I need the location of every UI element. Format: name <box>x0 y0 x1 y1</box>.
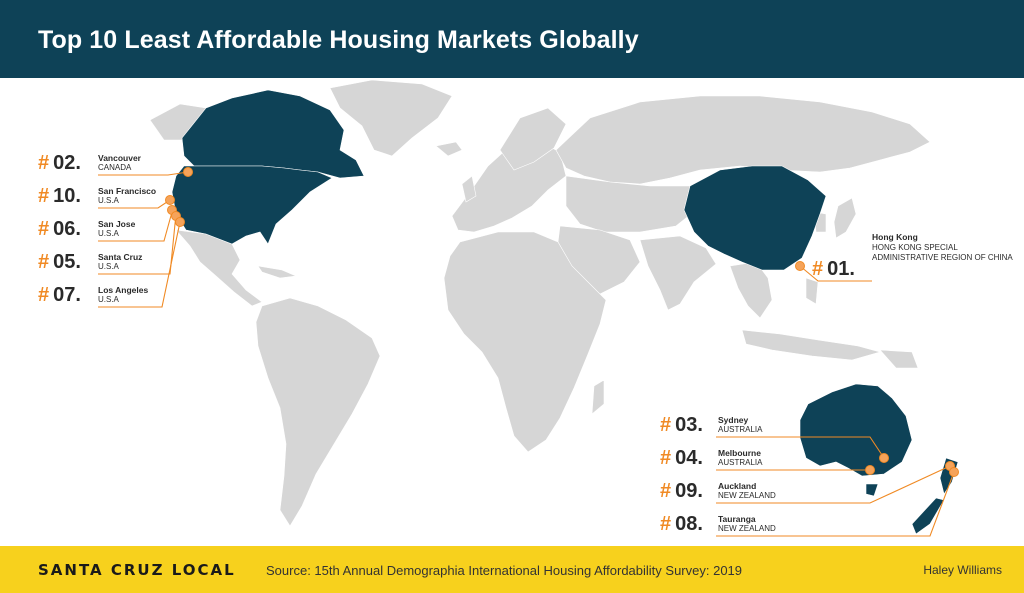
hash-mark: # <box>660 513 672 535</box>
png <box>879 349 919 369</box>
new-zealand-south <box>911 497 945 535</box>
city-name: San Jose <box>98 219 136 229</box>
world-map <box>98 79 959 537</box>
leader-sanjose <box>98 211 173 242</box>
mexico <box>175 229 263 307</box>
scandinavia <box>499 107 567 171</box>
hash-mark: # <box>38 218 50 240</box>
page-title: Top 10 Least Affordable Housing Markets … <box>38 26 639 54</box>
europe <box>451 139 567 233</box>
madagascar <box>591 379 605 415</box>
brand-logo-text: SANTA CRUZ LOCAL <box>38 561 236 579</box>
rank-number: 03. <box>675 414 703 436</box>
hash-mark: # <box>660 414 672 436</box>
city-name: Hong Kong <box>872 232 918 242</box>
rank-number: 08. <box>675 513 703 535</box>
rank-number: 07. <box>53 284 81 306</box>
hash-mark: # <box>38 284 50 306</box>
africa <box>443 231 607 453</box>
greenland <box>329 79 453 157</box>
marker-tauranga <box>949 467 959 477</box>
leader-tauranga <box>716 471 955 537</box>
country-name: NEW ZEALAND <box>718 491 776 500</box>
se-asia <box>729 261 773 319</box>
leader-hongkong <box>799 265 872 282</box>
city-name: Sydney <box>718 415 749 425</box>
caribbean <box>257 265 298 279</box>
country-name: U.S.A <box>98 229 119 238</box>
marker-hongkong <box>795 261 805 271</box>
city-name: Vancouver <box>98 153 141 163</box>
header-banner: Top 10 Least Affordable Housing Markets … <box>0 0 1024 78</box>
rank-number: 02. <box>53 152 81 174</box>
south-america <box>255 297 381 527</box>
city-name: San Francisco <box>98 186 157 196</box>
hash-mark: # <box>38 185 50 207</box>
leader-auckland <box>716 465 951 504</box>
marker-losangeles <box>175 217 185 227</box>
rank-number: 09. <box>675 480 703 502</box>
usa <box>171 165 333 245</box>
rank-number: 06. <box>53 218 81 240</box>
central-asia <box>565 175 697 233</box>
country-name: U.S.A <box>98 196 119 205</box>
marker-sydney <box>879 453 889 463</box>
marker-vancouver <box>183 167 193 177</box>
leader-losangeles <box>98 221 181 308</box>
source-citation: Source: 15th Annual Demographia Internat… <box>266 563 743 578</box>
canada <box>181 89 365 179</box>
rank-number: 10. <box>53 185 81 207</box>
japan <box>833 197 857 239</box>
australia <box>799 383 913 477</box>
country-name: AUSTRALIA <box>718 425 763 434</box>
city-name: Santa Cruz <box>98 252 143 262</box>
hash-mark: # <box>812 258 824 280</box>
india <box>639 235 717 311</box>
rank-number: 04. <box>675 447 703 469</box>
marker-melbourne <box>865 465 875 475</box>
philippines <box>805 277 819 305</box>
country-name: U.S.A <box>98 262 119 271</box>
leader-sydney <box>716 436 885 459</box>
hash-mark: # <box>38 251 50 273</box>
country-name: U.S.A <box>98 295 119 304</box>
china <box>683 165 827 271</box>
city-name: Melbourne <box>718 448 761 458</box>
marker-sanfrancisco <box>165 195 175 205</box>
uk <box>461 175 477 203</box>
city-name: Los Angeles <box>98 285 149 295</box>
hash-mark: # <box>660 480 672 502</box>
russia <box>555 95 931 185</box>
country-name: NEW ZEALAND <box>718 524 776 533</box>
rank-number: 05. <box>53 251 81 273</box>
indonesia <box>741 329 882 361</box>
leader-vancouver <box>98 171 189 176</box>
leader-santacruz <box>98 213 177 275</box>
hash-mark: # <box>38 152 50 174</box>
country-name: AUSTRALIA <box>718 458 763 467</box>
city-name: Tauranga <box>718 514 756 524</box>
rank-number: 01. <box>827 258 855 280</box>
iceland <box>435 141 463 157</box>
hash-mark: # <box>660 447 672 469</box>
author-credit: Haley Williams <box>923 563 1002 577</box>
footer-bar: SANTA CRUZ LOCAL Source: 15th Annual Dem… <box>0 546 1024 593</box>
country-name: CANADA <box>98 163 132 172</box>
city-name: Auckland <box>718 481 757 491</box>
tasmania <box>865 483 879 497</box>
country-name: HONG KONG SPECIAL ADMINISTRATIVE REGION … <box>872 243 1013 262</box>
